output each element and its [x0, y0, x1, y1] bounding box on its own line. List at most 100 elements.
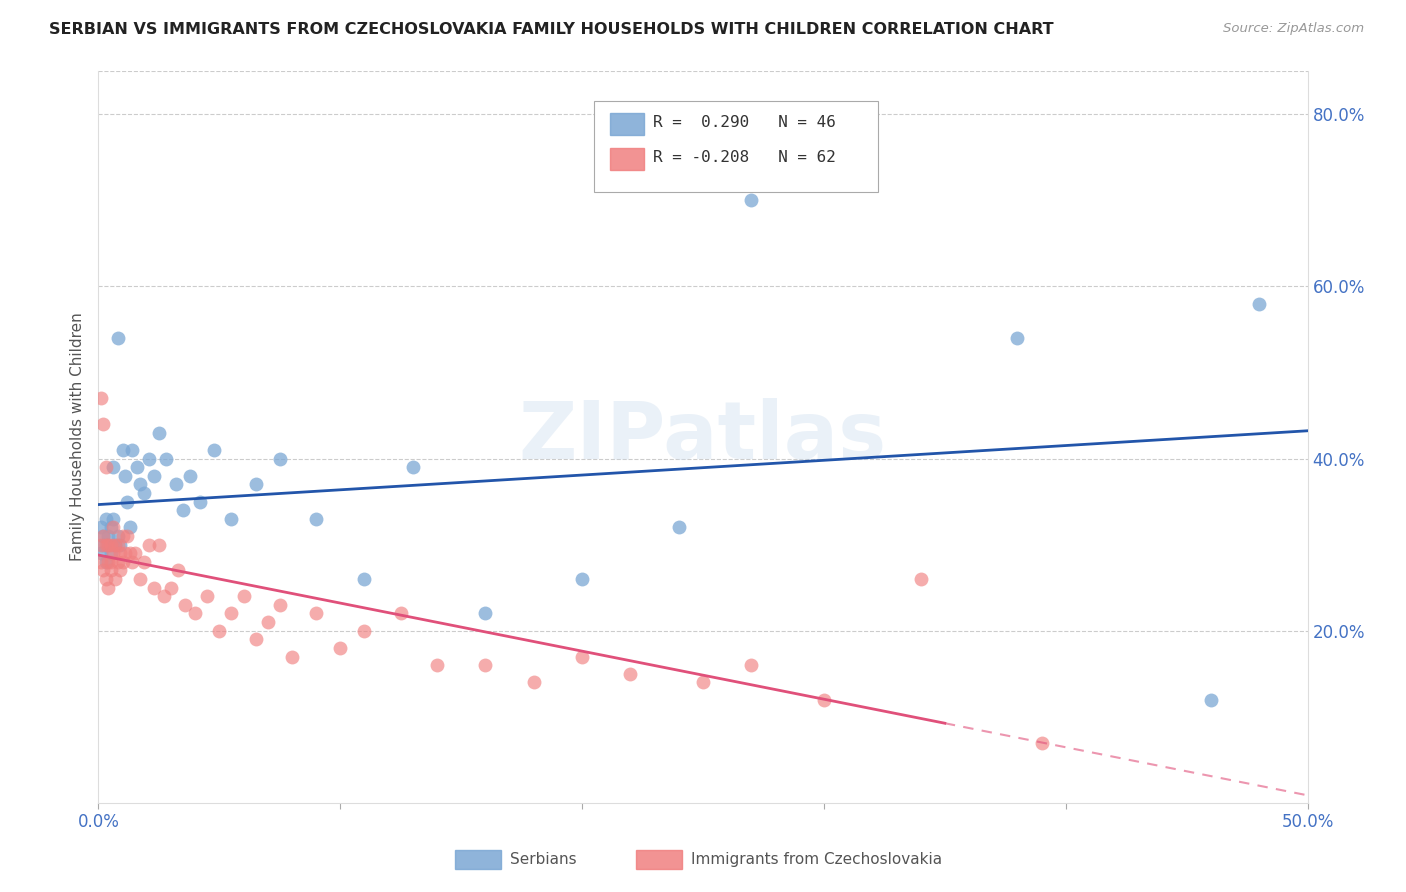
Point [256, 615, 278, 629]
Point [571, 649, 593, 664]
Bar [610, 113, 644, 135]
Point [221, 607, 243, 621]
Point [813, 692, 835, 706]
Text: SERBIAN VS IMMIGRANTS FROM CZECHOSLOVAKIA FAMILY HOUSEHOLDS WITH CHILDREN CORREL: SERBIAN VS IMMIGRANTS FROM CZECHOSLOVAKI… [49, 22, 1054, 37]
Point [148, 538, 170, 552]
Point [107, 331, 129, 345]
Point [148, 425, 170, 440]
Point [124, 546, 146, 560]
Point [91, 417, 114, 432]
Point [111, 555, 134, 569]
Point [1007, 331, 1029, 345]
Point [94, 572, 117, 586]
Point [269, 451, 291, 466]
Point [90, 520, 112, 534]
Point [668, 520, 690, 534]
Point [138, 538, 160, 552]
Point [155, 451, 177, 466]
Text: Immigrants from Czechoslovakia: Immigrants from Czechoslovakia [690, 853, 942, 867]
Point [740, 194, 762, 208]
Point [97, 581, 120, 595]
Point [111, 529, 134, 543]
Point [523, 675, 546, 690]
Point [114, 546, 136, 560]
Point [179, 468, 201, 483]
Point [389, 607, 412, 621]
Text: Source: ZipAtlas.com: Source: ZipAtlas.com [1223, 22, 1364, 36]
Point [221, 512, 243, 526]
Point [232, 589, 254, 603]
Point [619, 666, 641, 681]
Point [100, 546, 122, 560]
Point [474, 607, 496, 621]
Point [97, 538, 120, 552]
Point [108, 564, 131, 578]
Point [143, 468, 166, 483]
Point [353, 572, 375, 586]
Point [97, 555, 120, 569]
Point [128, 477, 150, 491]
Point [97, 538, 120, 552]
Text: Serbians: Serbians [509, 853, 576, 867]
Point [571, 572, 593, 586]
Point [94, 555, 117, 569]
Point [121, 442, 143, 457]
Point [692, 675, 714, 690]
Text: R = -0.208   N = 62: R = -0.208 N = 62 [654, 150, 837, 165]
Point [111, 442, 134, 457]
Point [94, 512, 117, 526]
Point [1199, 692, 1222, 706]
Point [1249, 296, 1271, 310]
Point [204, 442, 226, 457]
Point [281, 649, 304, 664]
Point [118, 546, 141, 560]
Point [128, 572, 150, 586]
FancyBboxPatch shape [595, 101, 879, 192]
Point [90, 392, 112, 406]
Point [100, 520, 122, 534]
Point [174, 598, 197, 612]
Point [152, 589, 174, 603]
Bar [637, 850, 682, 869]
Point [108, 538, 131, 552]
Text: ZIPatlas: ZIPatlas [519, 398, 887, 476]
Text: R =  0.290   N = 46: R = 0.290 N = 46 [654, 115, 837, 130]
Point [245, 477, 267, 491]
Bar [456, 850, 501, 869]
Point [269, 598, 291, 612]
Point [127, 460, 149, 475]
Point [104, 538, 127, 552]
Point [1031, 735, 1053, 749]
Point [143, 581, 166, 595]
Point [100, 564, 122, 578]
Y-axis label: Family Households with Children: Family Households with Children [69, 313, 84, 561]
Point [134, 555, 156, 569]
Point [114, 468, 136, 483]
Point [188, 494, 211, 508]
Point [305, 512, 328, 526]
Point [104, 572, 127, 586]
Point [90, 555, 112, 569]
Point [121, 555, 143, 569]
Point [426, 658, 449, 673]
Point [329, 640, 352, 655]
Point [353, 624, 375, 638]
Point [117, 529, 139, 543]
Point [107, 555, 129, 569]
Point [402, 460, 425, 475]
Point [167, 564, 190, 578]
Point [90, 546, 112, 560]
Point [107, 538, 129, 552]
Bar [610, 148, 644, 170]
Point [195, 589, 218, 603]
Point [305, 607, 328, 621]
Point [117, 494, 139, 508]
Point [100, 555, 122, 569]
Point [160, 581, 183, 595]
Point [107, 529, 129, 543]
Point [94, 460, 117, 475]
Point [91, 529, 114, 543]
Point [101, 546, 124, 560]
Point [90, 538, 112, 552]
Point [104, 538, 127, 552]
